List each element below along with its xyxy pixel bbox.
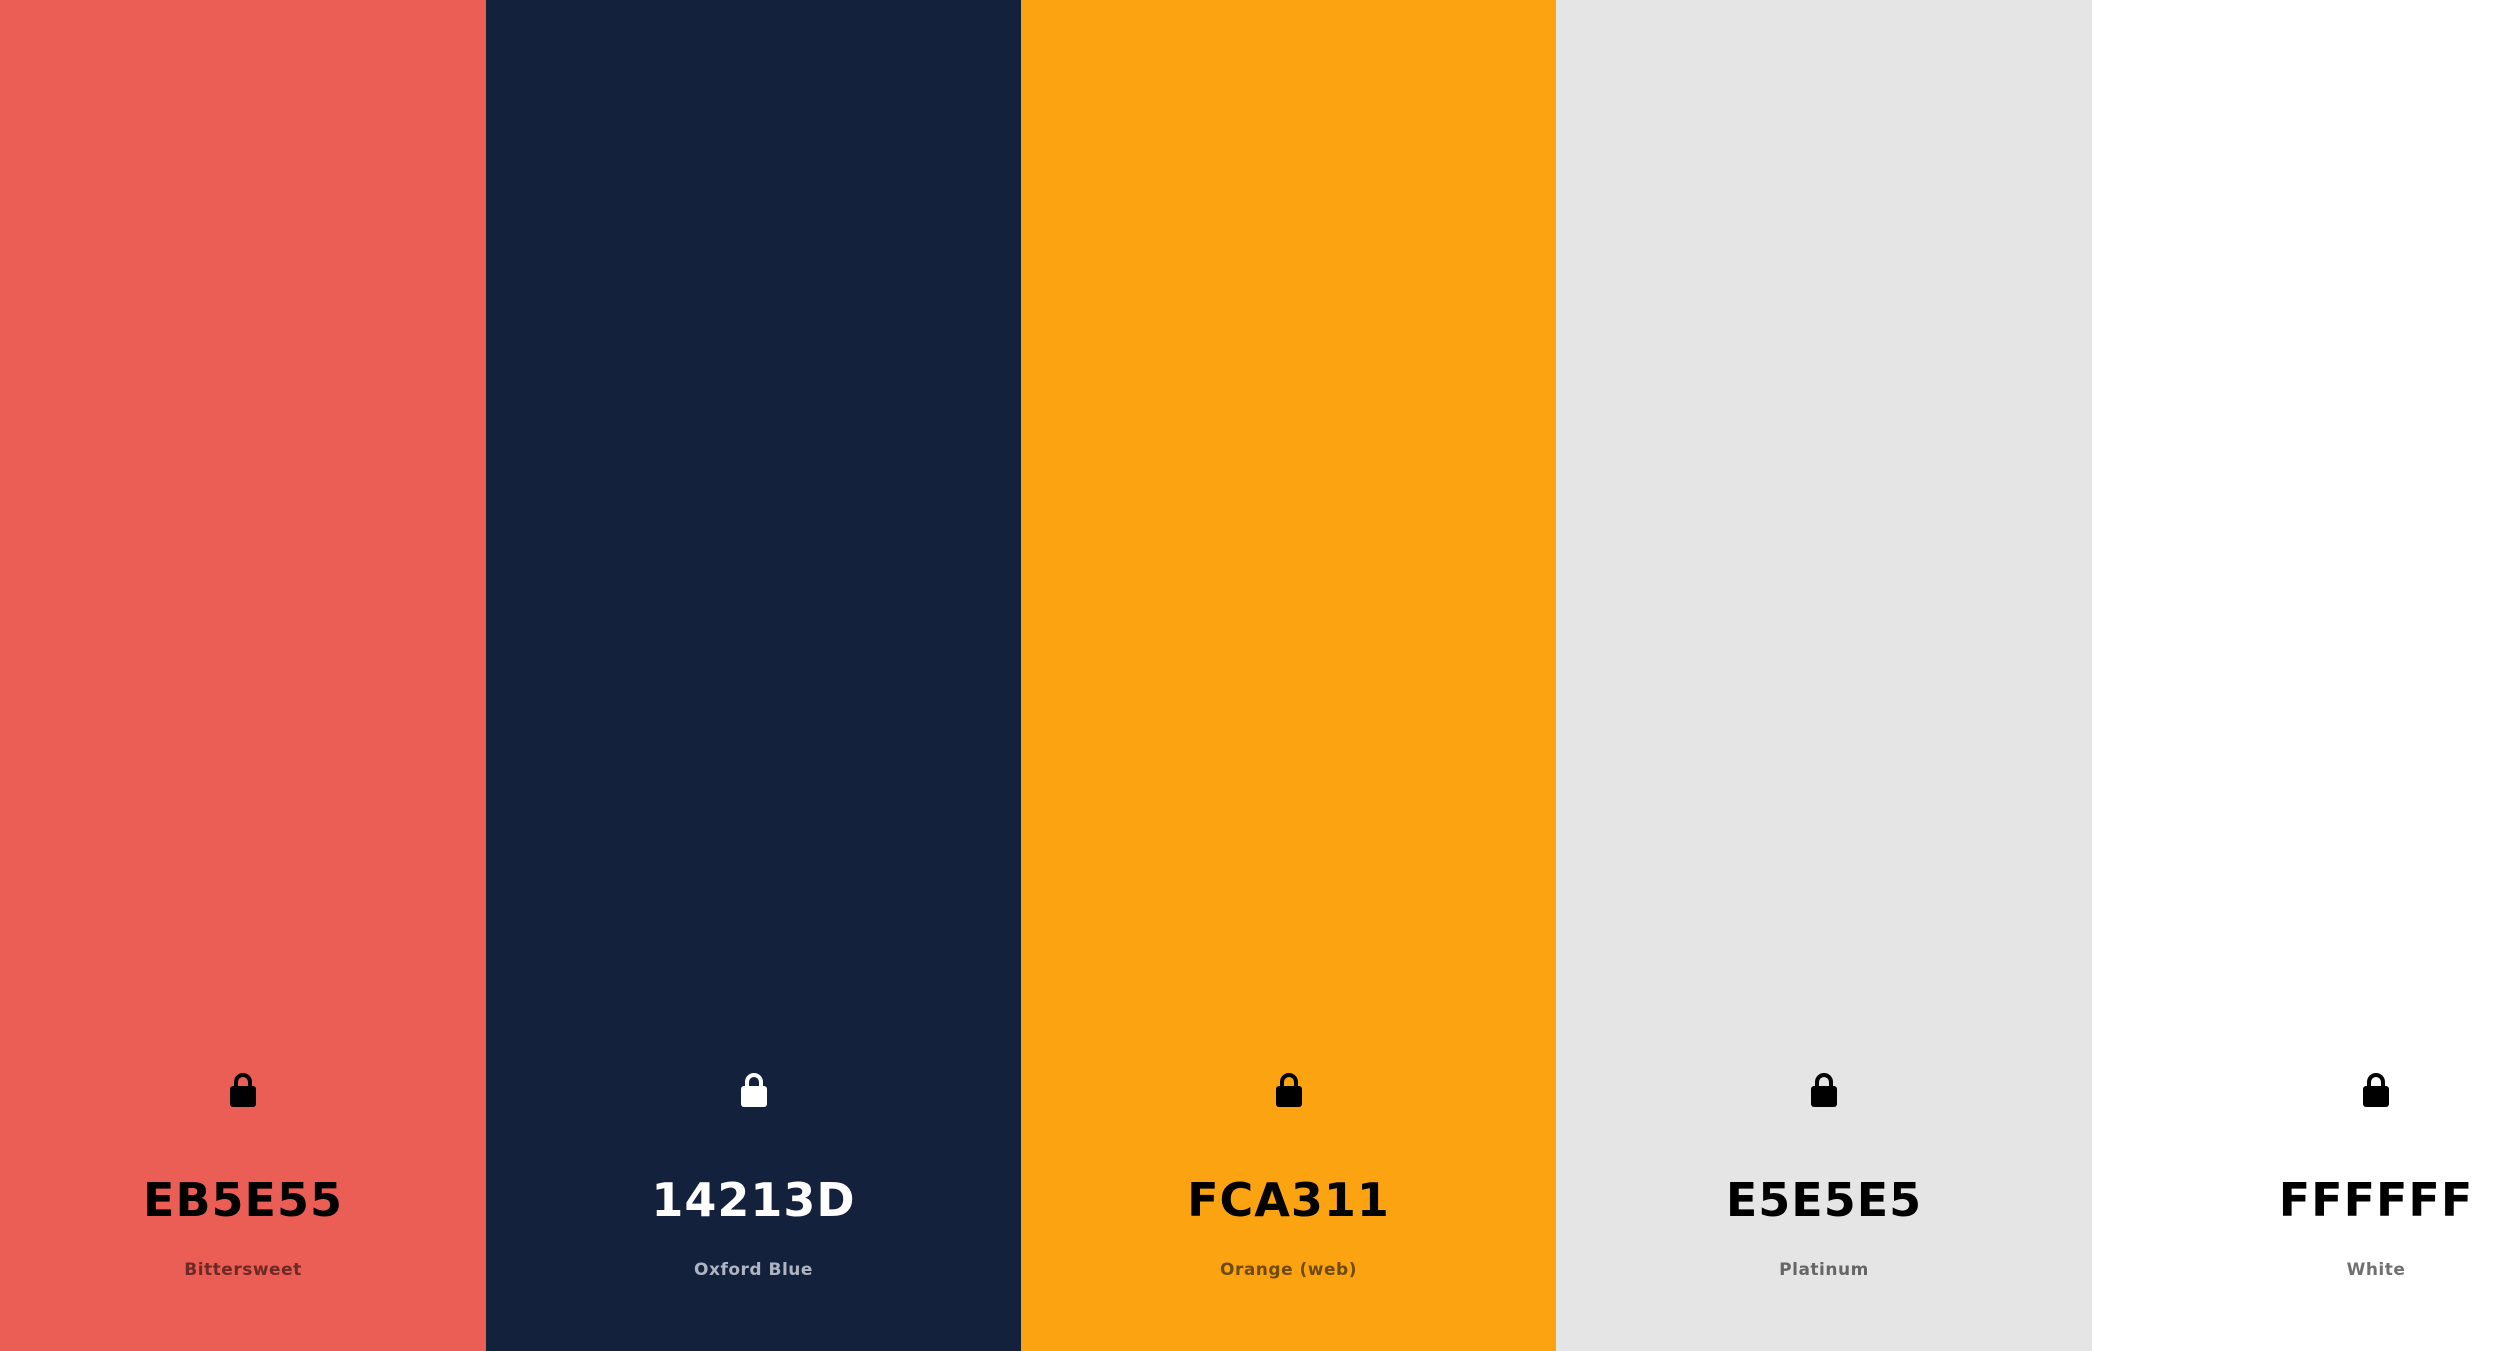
swatch-fill: E5E5E5 Platinum (1556, 0, 2092, 1351)
lock-icon[interactable] (1274, 1072, 1304, 1108)
color-name: Oxford Blue (694, 1260, 813, 1280)
swatch-platinum[interactable]: E5E5E5 Platinum (1556, 0, 2092, 1351)
color-name: White (2346, 1260, 2406, 1280)
hex-code[interactable]: FFFFFF (2278, 1173, 2474, 1227)
lock-icon[interactable] (1809, 1072, 1839, 1108)
swatch-fill: EB5E55 Bittersweet (0, 0, 486, 1351)
hex-code[interactable]: FCA311 (1187, 1173, 1390, 1227)
swatch-fill: FFFFFF White (2092, 0, 2511, 1351)
hex-code[interactable]: EB5E55 (143, 1173, 343, 1227)
swatch-fill: 14213D Oxford Blue (486, 0, 1021, 1351)
lock-icon-graphic (1275, 1073, 1302, 1107)
lock-icon-graphic (2363, 1073, 2389, 1107)
color-name: Platinum (1779, 1260, 1869, 1280)
swatch-oxford-blue[interactable]: 14213D Oxford Blue (486, 0, 1021, 1351)
swatch-fill: FCA311 Orange (web) (1021, 0, 1556, 1351)
swatch-bittersweet[interactable]: EB5E55 Bittersweet (0, 0, 486, 1351)
swatch-white[interactable]: FFFFFF White (2092, 0, 2511, 1351)
hex-code[interactable]: E5E5E5 (1725, 1173, 1923, 1227)
lock-icon[interactable] (739, 1072, 769, 1108)
lock-icon-graphic (740, 1073, 767, 1107)
lock-icon[interactable] (228, 1072, 258, 1108)
lock-icon-graphic (230, 1073, 256, 1107)
color-name: Bittersweet (184, 1260, 302, 1280)
hex-code[interactable]: 14213D (651, 1173, 856, 1227)
color-name: Orange (web) (1220, 1260, 1357, 1280)
lock-icon-graphic (1811, 1073, 1837, 1107)
swatch-orange-web[interactable]: FCA311 Orange (web) (1021, 0, 1556, 1351)
lock-icon[interactable] (2361, 1072, 2391, 1108)
